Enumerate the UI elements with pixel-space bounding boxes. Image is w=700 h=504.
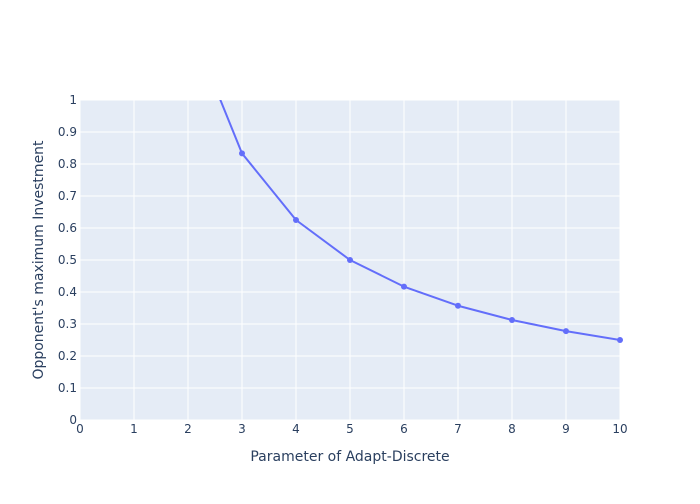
x-tick-label: 1 (130, 422, 138, 436)
x-tick-label: 9 (562, 422, 570, 436)
data-point[interactable] (401, 283, 407, 290)
y-tick-label: 0.9 (58, 125, 77, 139)
data-point[interactable] (509, 317, 515, 323)
y-tick-label: 0.4 (58, 285, 77, 299)
data-point[interactable] (239, 150, 245, 157)
data-point[interactable] (563, 328, 569, 335)
y-tick-labels: 0 0.1 0.2 0.3 0.4 0.5 0.6 0.7 0.8 0.9 1 (58, 93, 77, 427)
y-tick-label: 0.2 (58, 349, 77, 363)
y-tick-label: 0.5 (58, 253, 77, 267)
x-axis-title: Parameter of Adapt-Discrete (250, 449, 449, 465)
x-tick-label: 3 (238, 422, 246, 436)
y-tick-label: 0.7 (58, 189, 77, 203)
x-tick-label: 6 (400, 422, 408, 436)
y-tick-label: 0 (69, 413, 77, 427)
x-tick-label: 2 (184, 422, 192, 436)
x-tick-label: 4 (292, 422, 300, 436)
data-point[interactable] (455, 302, 461, 309)
data-point[interactable] (347, 257, 353, 263)
y-tick-label: 0.6 (58, 221, 77, 235)
grid (79, 99, 621, 421)
data-point[interactable] (617, 337, 623, 343)
y-tick-label: 1 (69, 93, 77, 107)
x-tick-label: 0 (76, 422, 84, 436)
x-tick-label: 5 (346, 422, 354, 436)
y-tick-label: 0.3 (58, 317, 77, 331)
x-tick-label: 10 (612, 422, 627, 436)
y-axis-title: Opponent's maximum Investment (31, 140, 47, 380)
x-tick-labels: 0 1 2 3 4 5 6 7 8 9 10 (76, 422, 627, 436)
y-tick-label: 0.8 (58, 157, 77, 171)
x-tick-label: 8 (508, 422, 516, 436)
x-tick-label: 7 (454, 422, 462, 436)
y-tick-label: 0.1 (58, 381, 77, 395)
marker-layer (239, 150, 623, 343)
data-point[interactable] (293, 217, 299, 223)
